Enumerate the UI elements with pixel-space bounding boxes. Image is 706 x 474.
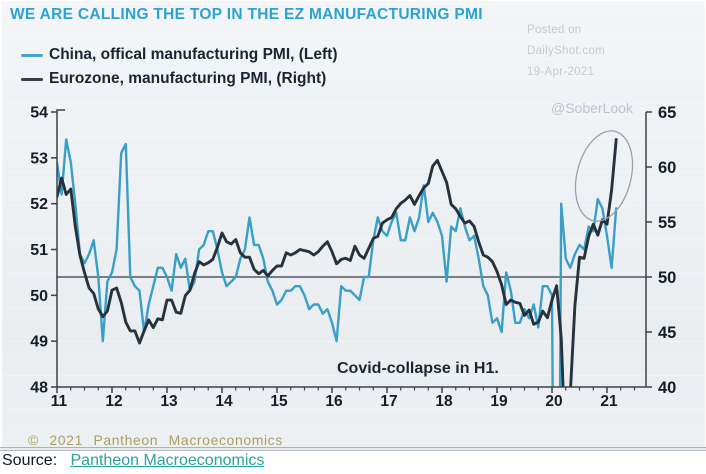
- left-axis-tick-label: 51: [30, 242, 48, 259]
- series-group: [57, 138, 618, 387]
- watermark-date: 19-Apr-2021: [527, 66, 595, 78]
- china-pmi-line: [57, 138, 618, 387]
- x-axis-tick-label: 18: [435, 393, 453, 410]
- left-axis-tick-label: 52: [30, 196, 48, 213]
- x-axis-tick-label: 13: [160, 393, 178, 410]
- left-axis-tick-label: 53: [30, 150, 48, 167]
- right-axis-tick-label: 55: [658, 214, 676, 232]
- source-prefix: Source:: [2, 452, 58, 469]
- china-line-swatch: [21, 53, 43, 57]
- watermark-soberlook: @SoberLook: [551, 100, 633, 116]
- watermark-posted-on: Posted on: [527, 24, 582, 36]
- eurozone-line-swatch: [21, 77, 43, 81]
- left-axis-tick-label: 49: [30, 334, 48, 351]
- axes-frame: [56, 109, 647, 388]
- x-axis-tick-label: 20: [545, 393, 562, 410]
- x-axis-tick-label: 19: [490, 393, 508, 410]
- right-axis-tick-label: 45: [658, 324, 676, 342]
- eurozone-pmi-line: [57, 138, 618, 387]
- page-title: WE ARE CALLING THE TOP IN THE EZ MANUFAC…: [10, 6, 483, 23]
- legend-item-eurozone: Eurozone, manufacturing PMI, (Right): [21, 70, 326, 88]
- source-line: Source: Pantheon Macroeconomics: [2, 452, 264, 470]
- legend-label-eurozone: Eurozone, manufacturing PMI, (Right): [49, 70, 327, 87]
- axis-labels: 54 53 52 51 50 49 48 65 60 55 50 45 40 11 12 13 14 15 16 17…: [30, 104, 676, 410]
- covid-annotation: Covid-collapse in H1.: [337, 360, 499, 377]
- right-axis-tick-label: 40: [658, 379, 676, 397]
- x-axis-tick-label: 12: [105, 393, 122, 410]
- axis-ticks: [51, 111, 652, 393]
- right-axis-tick-label: 60: [658, 159, 676, 177]
- x-axis-tick-label: 17: [380, 393, 397, 410]
- x-axis-tick-label: 21: [600, 393, 618, 410]
- legend-item-china: China, offical manufacturing PMI, (Left): [21, 46, 337, 64]
- copyright-notice: © 2021 Pantheon Macroeconomics: [28, 432, 283, 448]
- legend-label-china: China, offical manufacturing PMI, (Left): [49, 46, 338, 63]
- x-axis-tick-label: 15: [270, 393, 288, 410]
- left-axis-tick-label: 50: [30, 288, 48, 305]
- x-axis-tick-label: 11: [51, 393, 68, 410]
- x-axis-tick-label: 16: [325, 393, 343, 410]
- right-axis-tick-label: 65: [658, 104, 676, 122]
- left-axis-tick-label: 54: [30, 105, 48, 122]
- highlight-ellipse: [574, 130, 634, 222]
- source-link[interactable]: Pantheon Macroeconomics: [70, 452, 265, 469]
- watermark-dailyshot: DailyShot.com: [527, 45, 606, 57]
- right-axis-tick-label: 50: [658, 269, 676, 287]
- left-axis-tick-label: 48: [30, 380, 48, 397]
- chart-panel: [2, 1, 705, 448]
- x-axis-tick-label: 14: [215, 393, 233, 410]
- watermark: Posted on DailyShot.com 19-Apr-2021: [527, 20, 605, 83]
- panel-bottom-border: [0, 447, 706, 451]
